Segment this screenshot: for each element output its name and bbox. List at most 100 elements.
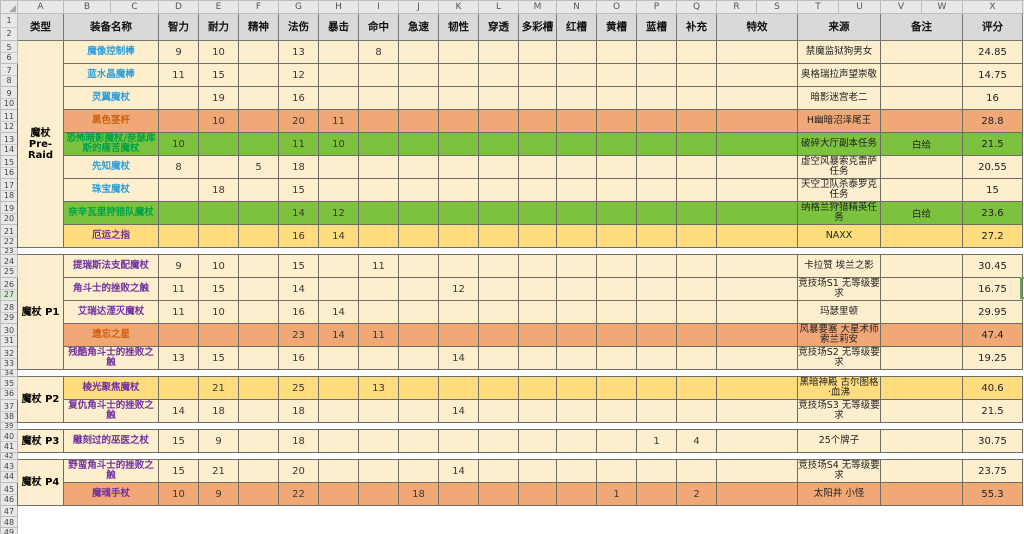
cell-score[interactable]: 16.75 bbox=[962, 277, 1023, 301]
cell-stat-韧性[interactable] bbox=[438, 109, 479, 133]
cell-stat-红槽[interactable] bbox=[556, 201, 597, 225]
cell-stat-穿透[interactable] bbox=[478, 346, 519, 370]
row-number[interactable]: 12 bbox=[1, 120, 17, 131]
cell-item-name[interactable]: 灵翼魔杖 bbox=[63, 86, 159, 110]
cell-source[interactable]: 禁魔监狱狗男女 bbox=[797, 40, 881, 64]
cell-stat-耐力[interactable]: 15 bbox=[198, 63, 239, 87]
cell-stat-韧性[interactable] bbox=[438, 63, 479, 87]
row-number[interactable]: 48 bbox=[3, 517, 15, 527]
cell-stat-多彩槽[interactable] bbox=[518, 132, 557, 156]
empty-row-cells[interactable] bbox=[17, 516, 1024, 528]
row-number-gutter[interactable]: 42 bbox=[0, 452, 18, 460]
row-number[interactable]: 19 bbox=[3, 203, 15, 213]
cell-stat-暴击[interactable] bbox=[318, 429, 359, 453]
cell-special-effect[interactable] bbox=[716, 40, 798, 64]
cell-stat-穿透[interactable] bbox=[478, 40, 519, 64]
cell-stat-命中[interactable] bbox=[358, 482, 399, 506]
cell-stat-多彩槽[interactable] bbox=[518, 201, 557, 225]
cell-stat-急速[interactable] bbox=[398, 277, 439, 301]
cell-stat-黄槽[interactable] bbox=[596, 300, 637, 324]
cell-item-name[interactable]: 珠宝魔杖 bbox=[63, 178, 159, 202]
cell-source[interactable]: 黑暗神殿 古尔图格·血沸 bbox=[797, 376, 881, 400]
cell-stat-多彩槽[interactable] bbox=[518, 178, 557, 202]
cell-stat-命中[interactable] bbox=[358, 346, 399, 370]
cell-stat-暴击[interactable]: 14 bbox=[318, 323, 359, 347]
cell-stat-韧性[interactable] bbox=[438, 86, 479, 110]
cell-stat-耐力[interactable]: 10 bbox=[198, 254, 239, 278]
row-number[interactable]: 13 bbox=[3, 134, 15, 144]
cell-stat-韧性[interactable]: 14 bbox=[438, 459, 479, 483]
cell-item-name[interactable]: 魔像控制棒 bbox=[63, 40, 159, 64]
cell-stat-耐力[interactable]: 9 bbox=[198, 482, 239, 506]
cell-stat-韧性[interactable] bbox=[438, 132, 479, 156]
cell-stat-急速[interactable] bbox=[398, 86, 439, 110]
cell-source[interactable]: 竞技场S3 无等级要求 bbox=[797, 399, 881, 423]
row-number[interactable]: 27 bbox=[1, 288, 17, 299]
cell-stat-黄槽[interactable]: 1 bbox=[596, 482, 637, 506]
cell-source[interactable]: 竞技场S4 无等级要求 bbox=[797, 459, 881, 483]
header-cell-socket-multi[interactable]: 多彩槽 bbox=[518, 13, 557, 41]
cell-stat-耐力[interactable]: 21 bbox=[198, 376, 239, 400]
row-number[interactable]: 15 bbox=[3, 157, 15, 167]
cell-stat-暴击[interactable] bbox=[318, 346, 359, 370]
cell-stat-红槽[interactable] bbox=[556, 224, 597, 248]
row-number[interactable]: 39 bbox=[4, 422, 14, 430]
row-number-gutter[interactable]: 43 44 bbox=[0, 459, 18, 483]
cell-stat-命中[interactable] bbox=[358, 459, 399, 483]
cell-stat-黄槽[interactable] bbox=[596, 201, 637, 225]
cell-stat-法伤[interactable]: 12 bbox=[278, 63, 319, 87]
column-letter[interactable]: I bbox=[358, 0, 399, 14]
cell-stat-智力[interactable]: 9 bbox=[158, 254, 199, 278]
cell-stat-红槽[interactable] bbox=[556, 346, 597, 370]
cell-stat-补充[interactable] bbox=[676, 224, 717, 248]
column-letter[interactable]: O bbox=[596, 0, 637, 14]
cell-score[interactable]: 28.8 bbox=[962, 109, 1023, 133]
cell-type-label[interactable]: 魔杖 P1 bbox=[17, 254, 64, 370]
cell-stat-蓝槽[interactable] bbox=[636, 132, 677, 156]
header-cell-spell-damage[interactable]: 法伤 bbox=[278, 13, 319, 41]
cell-stat-蓝槽[interactable] bbox=[636, 346, 677, 370]
cell-remark[interactable] bbox=[880, 109, 963, 133]
header-cell-socket-extra[interactable]: 补充 bbox=[676, 13, 717, 41]
cell-stat-耐力[interactable]: 15 bbox=[198, 346, 239, 370]
cell-special-effect[interactable] bbox=[716, 155, 798, 179]
cell-stat-急速[interactable] bbox=[398, 224, 439, 248]
cell-stat-穿透[interactable] bbox=[478, 132, 519, 156]
cell-stat-命中[interactable]: 8 bbox=[358, 40, 399, 64]
cell-stat-智力[interactable]: 11 bbox=[158, 300, 199, 324]
cell-stat-命中[interactable] bbox=[358, 399, 399, 423]
row-number[interactable]: 9 bbox=[6, 88, 12, 98]
row-number[interactable]: 24 bbox=[3, 256, 15, 266]
cell-stat-耐力[interactable] bbox=[198, 155, 239, 179]
cell-item-name[interactable]: 恐怖暗影魔杖/奈瑟库斯的痛苦魔杖 bbox=[63, 132, 159, 156]
row-number-gutter[interactable]: 21 22 bbox=[0, 224, 18, 248]
cell-stat-智力[interactable]: 13 bbox=[158, 346, 199, 370]
cell-stat-蓝槽[interactable] bbox=[636, 254, 677, 278]
cell-stat-命中[interactable] bbox=[358, 277, 399, 301]
cell-item-name[interactable]: 厄运之指 bbox=[63, 224, 159, 248]
cell-type-label[interactable]: 魔杖 P3 bbox=[17, 429, 64, 453]
row-number[interactable]: 40 bbox=[3, 431, 15, 441]
cell-stat-命中[interactable]: 13 bbox=[358, 376, 399, 400]
cell-stat-耐力[interactable]: 21 bbox=[198, 459, 239, 483]
cell-stat-红槽[interactable] bbox=[556, 429, 597, 453]
cell-score[interactable]: 55.3 bbox=[962, 482, 1023, 506]
cell-stat-命中[interactable] bbox=[358, 132, 399, 156]
cell-stat-精神[interactable] bbox=[238, 277, 279, 301]
cell-stat-黄槽[interactable] bbox=[596, 429, 637, 453]
row-number-gutter[interactable]: 28 29 bbox=[0, 300, 18, 324]
row-number[interactable]: 32 bbox=[3, 348, 15, 358]
cell-remark[interactable] bbox=[880, 277, 963, 301]
cell-stat-红槽[interactable] bbox=[556, 86, 597, 110]
cell-stat-蓝槽[interactable] bbox=[636, 482, 677, 506]
cell-special-effect[interactable] bbox=[716, 376, 798, 400]
cell-stat-暴击[interactable] bbox=[318, 399, 359, 423]
cell-stat-韧性[interactable]: 14 bbox=[438, 346, 479, 370]
row-number[interactable]: 38 bbox=[1, 410, 17, 421]
cell-stat-蓝槽[interactable] bbox=[636, 155, 677, 179]
cell-stat-智力[interactable] bbox=[158, 376, 199, 400]
row-number[interactable]: 33 bbox=[1, 357, 17, 368]
header-cell-stamina[interactable]: 耐力 bbox=[198, 13, 239, 41]
column-letter[interactable]: L bbox=[478, 0, 519, 14]
